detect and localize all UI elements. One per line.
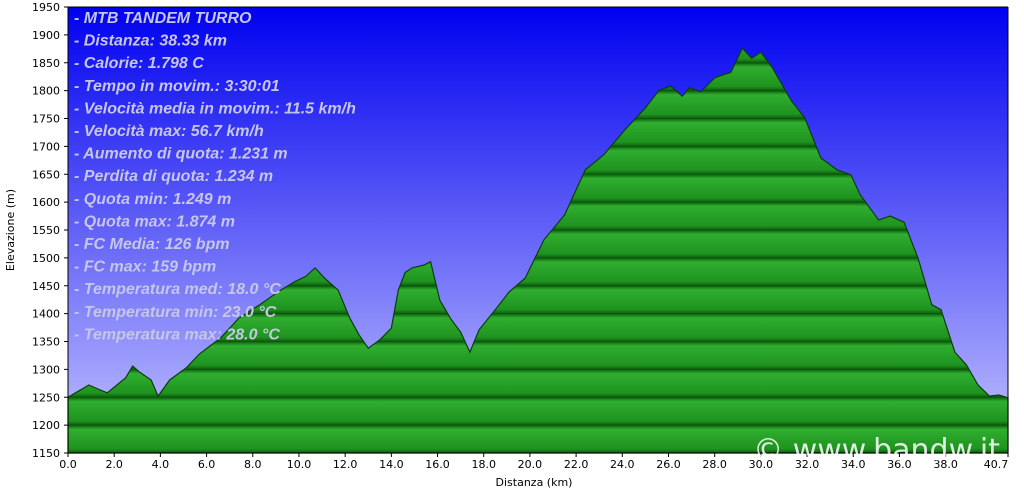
y-tick-label: 1350 — [32, 336, 60, 349]
x-tick-label: 32.0 — [795, 458, 820, 471]
y-tick-label: 1700 — [32, 140, 60, 153]
stat-annotation: - FC max: 159 bpm — [74, 259, 216, 276]
x-tick-label: 38.0 — [933, 458, 958, 471]
stat-annotation: - Temperatura med: 18.0 °C — [74, 281, 281, 298]
stat-annotation: - Aumento di quota: 1.231 m — [74, 146, 288, 163]
y-tick-label: 1950 — [32, 1, 60, 14]
stat-annotation: - Quota min: 1.249 m — [74, 191, 231, 208]
stat-annotation: - Velocità max: 56.7 km/h — [74, 123, 264, 140]
stat-annotation: - Tempo in movim.: 3:30:01 — [74, 78, 280, 95]
stat-annotation: - Velocità media in movim.: 11.5 km/h — [74, 100, 356, 117]
x-tick-label: 0.0 — [59, 458, 77, 471]
x-tick-label: 14.0 — [379, 458, 404, 471]
stat-annotation: - Perdita di quota: 1.234 m — [74, 168, 273, 185]
area — [67, 47, 1009, 454]
y-tick-label: 1150 — [32, 447, 60, 460]
x-tick-label: 28.0 — [702, 458, 727, 471]
y-tick-label: 1600 — [32, 196, 60, 209]
x-tick-label: 20.0 — [518, 458, 543, 471]
y-tick-label: 1800 — [32, 85, 60, 98]
y-tick-label: 1650 — [32, 168, 60, 181]
y-axis-label: Elevazione (m) — [4, 189, 17, 271]
x-tick-label: 30.0 — [749, 458, 774, 471]
x-tick-label: 8.0 — [244, 458, 262, 471]
y-tick-label: 1500 — [32, 252, 60, 265]
x-tick-label: 4.0 — [152, 458, 170, 471]
x-tick-label: 36.0 — [887, 458, 912, 471]
y-tick-label: 1400 — [32, 308, 60, 321]
x-tick-label: 6.0 — [198, 458, 216, 471]
stat-annotation: - Calorie: 1.798 C — [74, 55, 204, 72]
y-tick-label: 1200 — [32, 419, 60, 432]
x-tick-label: 22.0 — [564, 458, 589, 471]
stat-annotation: - Distanza: 38.33 km — [74, 33, 227, 50]
y-tick-label: 1250 — [32, 391, 60, 404]
x-tick-label: 34.0 — [841, 458, 866, 471]
x-tick-label: 18.0 — [471, 458, 496, 471]
x-tick-label: 12.0 — [333, 458, 358, 471]
y-tick-label: 1550 — [32, 224, 60, 237]
x-tick-label: 2.0 — [105, 458, 123, 471]
stat-annotation: - FC Media: 126 bpm — [74, 236, 230, 253]
x-tick-label: 16.0 — [425, 458, 450, 471]
y-tick-label: 1300 — [32, 363, 60, 376]
y-tick-label: 1900 — [32, 29, 60, 42]
stat-annotation: - Quota max: 1.874 m — [74, 213, 235, 230]
stat-annotation: - MTB TANDEM TURRO — [74, 10, 252, 27]
watermark: © www.bandw.it — [753, 433, 1000, 468]
x-tick-label: 40.7 — [984, 458, 1009, 471]
x-tick-label: 24.0 — [610, 458, 635, 471]
x-tick-label: 10.0 — [287, 458, 312, 471]
y-tick-label: 1450 — [32, 280, 60, 293]
x-axis-label: Distanza (km) — [496, 476, 573, 489]
stat-annotation: - Temperatura min: 23.0 °C — [74, 304, 277, 321]
y-tick-label: 1750 — [32, 113, 60, 126]
y-tick-label: 1850 — [32, 57, 60, 70]
x-tick-label: 26.0 — [656, 458, 681, 471]
stat-annotation: - Temperatura max: 28.0 °C — [74, 326, 280, 343]
